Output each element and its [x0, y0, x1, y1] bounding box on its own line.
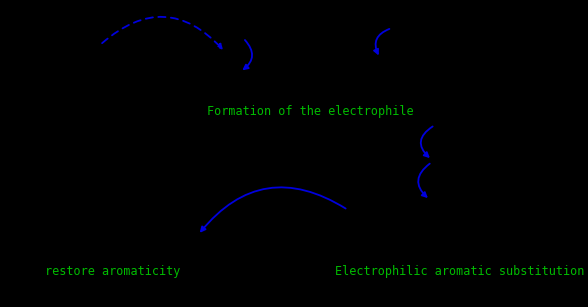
FancyArrowPatch shape: [201, 187, 346, 231]
FancyArrowPatch shape: [421, 126, 433, 157]
FancyArrowPatch shape: [374, 29, 389, 54]
FancyArrowPatch shape: [102, 17, 222, 49]
Text: Formation of the electrophile: Formation of the electrophile: [207, 106, 413, 119]
Text: Electrophilic aromatic substitution: Electrophilic aromatic substitution: [335, 266, 584, 278]
FancyArrowPatch shape: [418, 164, 430, 197]
Text: restore aromaticity: restore aromaticity: [45, 266, 181, 278]
FancyArrowPatch shape: [244, 40, 252, 69]
